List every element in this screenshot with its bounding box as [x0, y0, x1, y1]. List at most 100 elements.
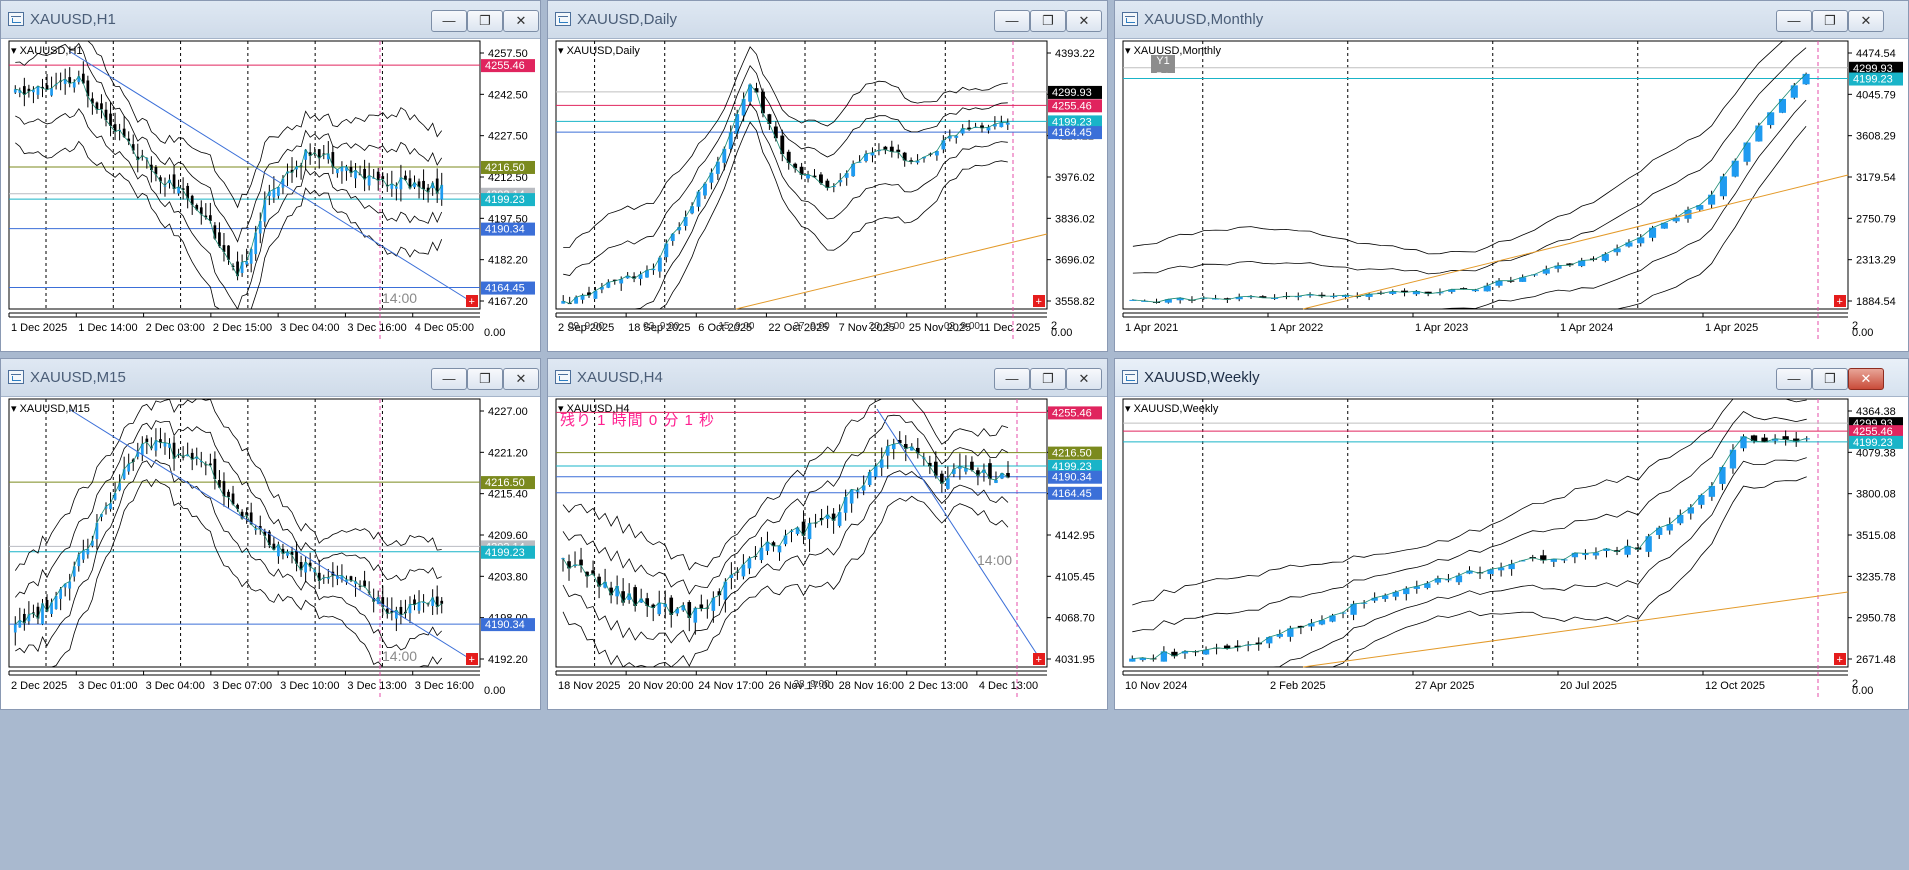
candle-body [825, 514, 830, 519]
candle-body [873, 466, 878, 477]
candle-body [670, 233, 675, 241]
candle-body [181, 188, 185, 191]
minimize-button[interactable]: — [1776, 10, 1812, 32]
price-badge [1048, 85, 1102, 99]
window-titlebar[interactable]: XAUUSD,Weekly — ❐ ✕ [1115, 359, 1908, 397]
close-button[interactable]: ✕ [1848, 10, 1884, 32]
session-label: 28_9:00 [794, 679, 831, 690]
candle-body [767, 114, 772, 124]
chart-window-h4[interactable]: XAUUSD,H4 — ❐ ✕ 4253.754216.504179.70414… [547, 358, 1108, 710]
restore-button[interactable]: ❐ [1030, 368, 1066, 390]
close-button[interactable]: ✕ [503, 10, 539, 32]
candle-body [118, 483, 121, 491]
time-axis-label: 6 Oct 2025 [698, 322, 752, 334]
price-badge-text: 4216.50 [485, 477, 525, 489]
minimize-button[interactable]: — [1776, 368, 1812, 390]
candle-body [68, 77, 72, 84]
chart-window-weekly[interactable]: XAUUSD,Weekly — ❐ ✕ 4364.38 4079.38 3800.0… [1114, 358, 1909, 710]
close-button[interactable]: ✕ [1066, 10, 1102, 32]
candle-body [1235, 296, 1243, 300]
window-titlebar[interactable]: XAUUSD,H4 — ❐ ✕ [548, 359, 1107, 397]
price-badge [1048, 115, 1102, 129]
candle-body [999, 122, 1004, 128]
window-titlebar[interactable]: XAUUSD,Daily — ❐ ✕ [548, 1, 1107, 39]
restore-button[interactable]: ❐ [1030, 10, 1066, 32]
candle-body [855, 490, 860, 492]
price-badge-text: 4199.23 [1853, 74, 1893, 86]
candle-body [902, 152, 907, 161]
close-button[interactable]: ✕ [1066, 368, 1102, 390]
minimize-button[interactable]: — [431, 368, 467, 390]
price-chart-daily[interactable]: 4393.224253.224113.223976.023836.023696.… [548, 39, 1108, 352]
close-button[interactable]: ✕ [503, 368, 539, 390]
candle-body [1245, 644, 1252, 646]
chart-shift-marker-plus: + [1837, 296, 1843, 308]
candle-body [1666, 524, 1673, 531]
candle-body [208, 463, 212, 466]
candle-body [687, 602, 692, 618]
chart-window-monthly[interactable]: XAUUSD,Monthly — ❐ ✕ 4474.54 4045.79 3608.… [1114, 0, 1909, 352]
candle-body [1212, 298, 1220, 300]
candle-body [619, 279, 624, 284]
plot-area [1122, 398, 1849, 668]
candle-body [960, 128, 965, 134]
restore-button[interactable]: ❐ [467, 368, 503, 390]
candle-body [885, 446, 890, 456]
candle-body [579, 559, 583, 566]
trend-line [876, 408, 1043, 663]
window-titlebar[interactable]: XAUUSD,H1 — ❐ ✕ [1, 1, 540, 39]
candle-body [249, 249, 253, 264]
chart-window-h1[interactable]: XAUUSD,H1 — ❐ ✕ 4257.50 4242.50 4227.50 421… [0, 0, 541, 352]
price-chart-weekly[interactable]: 4364.38 4079.38 3800.08 3515.08 3235.78 2950.… [1115, 397, 1909, 710]
restore-button[interactable]: ❐ [467, 10, 503, 32]
window-titlebar[interactable]: XAUUSD,Monthly — ❐ ✕ [1115, 1, 1908, 39]
candle-body [1160, 651, 1168, 662]
candle-body [639, 598, 643, 603]
candle-body [277, 187, 280, 196]
candle-body [190, 452, 194, 460]
candle-body [227, 491, 230, 498]
minimize-button[interactable]: — [431, 10, 467, 32]
candle-body [1582, 553, 1589, 556]
candle-body [281, 178, 285, 188]
price-chart-h1[interactable]: 4257.50 4242.50 4227.50 4212.50 4197.50 4182.… [1, 39, 541, 352]
candle-body [1129, 658, 1136, 662]
close-button[interactable]: ✕ [1848, 368, 1884, 390]
bollinger-band-line [562, 414, 1009, 595]
window-titlebar[interactable]: XAUUSD,M15 — ❐ ✕ [1, 359, 540, 397]
time-axis-label: 1 Apr 2025 [1705, 322, 1758, 334]
candle-body [819, 518, 824, 521]
candle-body [952, 469, 956, 474]
price-badge [481, 281, 535, 295]
candle-body [976, 470, 980, 476]
period-tag[interactable]: Y1 ▼▲ [1151, 55, 1175, 79]
candle-body [195, 205, 199, 210]
price-chart-h4[interactable]: 4253.754216.504179.704142.954105.454068.… [548, 397, 1108, 710]
candle-body [1271, 297, 1279, 299]
restore-button[interactable]: ❐ [1812, 368, 1848, 390]
chart-window-daily[interactable]: XAUUSD,Daily — ❐ ✕ 4393.224253.224113.22… [547, 0, 1108, 352]
price-badge [481, 160, 535, 174]
price-chart-monthly[interactable]: 4474.54 4045.79 3608.29 3179.54 2750.79 2313.… [1115, 39, 1909, 352]
candle-body [63, 583, 67, 588]
candle-body [317, 572, 321, 581]
price-badge [1048, 486, 1102, 500]
candle-body [793, 163, 798, 169]
price-axis-label: 4393.22 [1055, 48, 1095, 60]
minimize-button[interactable]: — [994, 368, 1030, 390]
price-chart-m15[interactable]: 4227.004221.204215.404209.604203.804198.… [1, 397, 541, 710]
bollinger-band-line [563, 83, 1008, 305]
candle-body [281, 548, 285, 554]
minimize-button[interactable]: — [994, 10, 1030, 32]
candle-body [786, 151, 791, 163]
chart-window-m15[interactable]: XAUUSD,M15 — ❐ ✕ 4227.00 4221.20 4215.40 42… [0, 358, 541, 710]
time-axis-label: 2 Dec 13:00 [909, 680, 968, 692]
restore-button[interactable]: ❐ [1812, 10, 1848, 32]
candle-body [1778, 98, 1787, 113]
price-badge-text: 4164.45 [485, 283, 525, 295]
candle-body [1625, 242, 1633, 247]
candle-body [104, 506, 108, 509]
price-axis-label: 4192.20 [488, 654, 528, 666]
candle-body [837, 512, 842, 526]
candle-body [81, 73, 85, 84]
